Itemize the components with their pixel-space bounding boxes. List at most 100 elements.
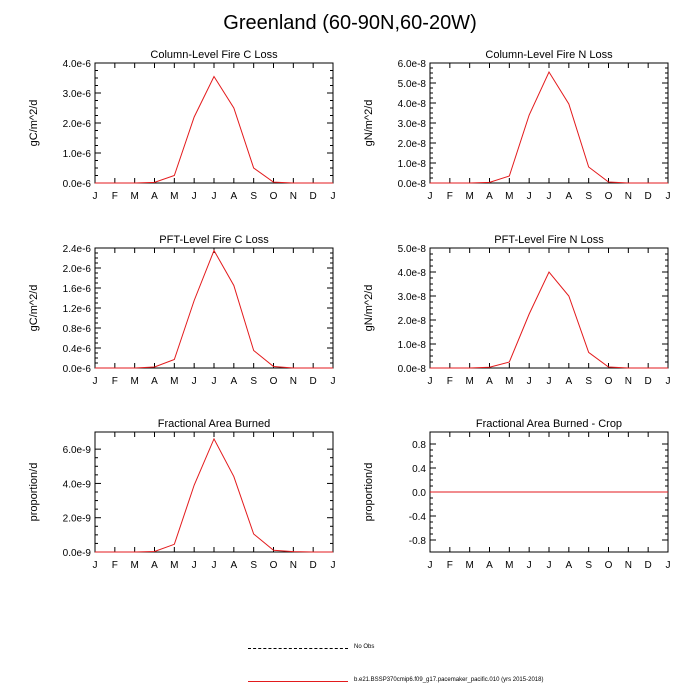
panel6-ytick-label: 0.4 — [412, 464, 426, 475]
panel2-frame — [429, 62, 669, 184]
panel3-xtick-label: D — [310, 376, 317, 387]
panel6-xtick-label: J — [527, 560, 532, 571]
panel1-series-model — [95, 75, 333, 184]
legend-model-swatch — [248, 681, 348, 682]
panel2-xtick-label: O — [605, 191, 613, 202]
panel6-ytick-label: 0.0 — [412, 488, 426, 499]
panel3-xtick-label: J — [192, 376, 197, 387]
panel3-xtick-label: A — [151, 376, 158, 387]
panel2-series-model — [430, 70, 668, 184]
panel5-xtick-label: D — [310, 560, 317, 571]
panel5-xtick-label: M — [170, 560, 178, 571]
panel6-ytick-label: -0.4 — [409, 512, 427, 523]
panel5-ytick-label: 6.0e-9 — [63, 445, 92, 456]
panel4-ytick-label: 1.0e-8 — [398, 340, 427, 351]
panel2-xtick-label: J — [547, 191, 552, 202]
legend-model-label: b.e21.BSSP370cmip6.f09_g17.pacemaker_pac… — [354, 677, 544, 683]
panel3-xtick-label: M — [170, 376, 178, 387]
panel2-xtick-label: J — [428, 191, 433, 202]
panel1-title: Column-Level Fire C Loss — [150, 49, 278, 61]
panel6-xtick-label: D — [645, 560, 652, 571]
panel3-series-model — [95, 249, 333, 369]
panel4-ytick-label: 2.0e-8 — [398, 316, 427, 327]
panel3-ytick-label: 0.8e-6 — [63, 324, 92, 335]
panel2-ytick-label: 3.0e-8 — [398, 119, 427, 130]
panel4-series-model — [430, 271, 668, 369]
panel1-xtick-label: O — [270, 191, 278, 202]
panel5-xtick-label: M — [130, 560, 138, 571]
panel2-title: Column-Level Fire N Loss — [485, 49, 613, 61]
panel4-xtick-label: O — [605, 376, 613, 387]
panel3-xtick-label: S — [250, 376, 257, 387]
panel3-xtick-label: J — [212, 376, 217, 387]
panel3-xtick-label: A — [230, 376, 237, 387]
panel3-ytick-label: 2.0e-6 — [63, 264, 92, 275]
panel6-xtick-label: S — [585, 560, 592, 571]
panel5-xtick-label: F — [112, 560, 118, 571]
panel5-ytick-label: 0.0e-9 — [63, 548, 92, 559]
panel6-xtick-label: A — [565, 560, 572, 571]
panel3-xtick-label: N — [290, 376, 297, 387]
panel2-xtick-label: F — [447, 191, 453, 202]
panel6-xtick-label: J — [547, 560, 552, 571]
panel4-xtick-label: J — [666, 376, 671, 387]
panel1-xtick-label: M — [130, 191, 138, 202]
panel5-xtick-label: N — [290, 560, 297, 571]
panel4-ytick-label: 3.0e-8 — [398, 292, 427, 303]
panel3-xtick-label: J — [331, 376, 336, 387]
panel6-xtick-label: O — [605, 560, 613, 571]
panel5-title: Fractional Area Burned — [158, 418, 271, 430]
panel5-ytick-label: 4.0e-9 — [63, 479, 92, 490]
panel1-xtick-label: M — [170, 191, 178, 202]
panel2-xtick-label: M — [465, 191, 473, 202]
panel6-xtick-label: M — [465, 560, 473, 571]
panel5-ytick-label: 2.0e-9 — [63, 514, 92, 525]
page-title: Greenland (60-90N,60-20W) — [223, 12, 477, 34]
panel1-xtick-label: J — [212, 191, 217, 202]
panel6-ytick-label: 0.8 — [412, 440, 426, 451]
panel5-xtick-label: J — [331, 560, 336, 571]
panel6-xtick-label: J — [666, 560, 671, 571]
panel3-xtick-label: O — [270, 376, 278, 387]
panel5-xtick-label: J — [93, 560, 98, 571]
panel1-ytick-label: 1.0e-6 — [63, 149, 92, 160]
panel1-ytick-label: 0.0e-6 — [63, 179, 92, 190]
panel3-ytick-label: 0.0e-6 — [63, 364, 92, 375]
panel3-ytick-label: 1.6e-6 — [63, 284, 92, 295]
panel2-xtick-label: J — [666, 191, 671, 202]
panel4-xtick-label: A — [565, 376, 572, 387]
panel4-xtick-label: D — [645, 376, 652, 387]
panel3-xtick-label: F — [112, 376, 118, 387]
panel1-xtick-label: J — [93, 191, 98, 202]
panel1-xtick-label: N — [290, 191, 297, 202]
panel3-ytick-label: 2.4e-6 — [63, 244, 92, 255]
panel4-ytick-label: 4.0e-8 — [398, 268, 427, 279]
panel5-frame — [94, 431, 334, 553]
panel6-title: Fractional Area Burned - Crop — [476, 418, 622, 430]
panel4-ytick-label: 5.0e-8 — [398, 244, 427, 255]
panel5-xtick-label: J — [192, 560, 197, 571]
legend-obs-swatch — [248, 648, 348, 649]
panel4-ytick-label: 0.0e-8 — [398, 364, 427, 375]
panel4-xtick-label: M — [505, 376, 513, 387]
panel6-xtick-label: J — [428, 560, 433, 571]
panel5-xtick-label: S — [250, 560, 257, 571]
panel6-xtick-label: F — [447, 560, 453, 571]
panel2-xtick-label: S — [585, 191, 592, 202]
panel6-ylabel: proportion/d — [363, 463, 375, 522]
panel5-xtick-label: A — [151, 560, 158, 571]
panel3-ylabel: gC/m^2/d — [28, 285, 40, 332]
panel5-series-model — [95, 437, 333, 553]
panel2-xtick-label: M — [505, 191, 513, 202]
panel4-xtick-label: A — [486, 376, 493, 387]
panel1-xtick-label: J — [331, 191, 336, 202]
panel4-title: PFT-Level Fire N Loss — [494, 234, 604, 246]
panel2-ytick-label: 6.0e-8 — [398, 59, 427, 70]
panel4-xtick-label: M — [465, 376, 473, 387]
panel1-frame — [94, 62, 334, 184]
panel4-xtick-label: S — [585, 376, 592, 387]
panel1-xtick-label: F — [112, 191, 118, 202]
panel6-xtick-label: M — [505, 560, 513, 571]
panel2-ytick-label: 5.0e-8 — [398, 79, 427, 90]
